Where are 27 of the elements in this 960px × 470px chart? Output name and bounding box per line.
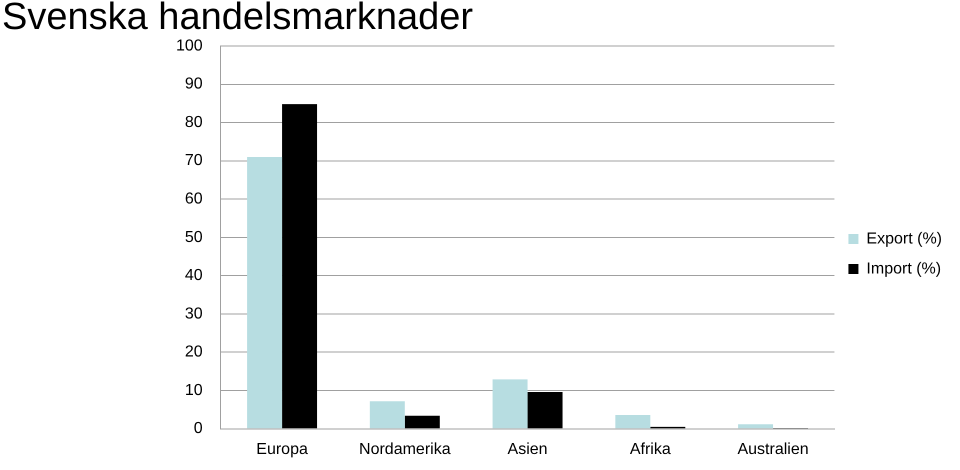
- bar: [492, 379, 528, 428]
- y-tick-label: 80: [184, 114, 203, 131]
- bar: [404, 416, 440, 428]
- bar: [370, 401, 405, 428]
- x-tick-label: Asien: [508, 440, 548, 458]
- y-tick-label: 10: [184, 382, 203, 399]
- bar: [738, 424, 774, 428]
- bar: [282, 104, 318, 428]
- x-tick-label: Australien: [737, 440, 809, 458]
- y-tick-label: 50: [184, 228, 203, 246]
- y-tick-label: 30: [184, 305, 203, 322]
- y-tick-label: 90: [184, 76, 203, 93]
- bar: [528, 392, 563, 428]
- legend-label: Import (%): [866, 260, 942, 278]
- x-tick-label: Nordamerika: [359, 440, 451, 458]
- x-tick-label: Europa: [256, 440, 308, 458]
- y-tick-label: 60: [184, 190, 203, 208]
- y-tick-label: 70: [184, 152, 203, 170]
- y-tick-label: 20: [184, 344, 203, 361]
- bar: [247, 157, 282, 428]
- y-tick-label: 100: [176, 37, 203, 54]
- legend-label: Export (%): [866, 230, 942, 248]
- y-tick-label: 0: [194, 420, 203, 438]
- chart-title: Svenska handelsmarknader: [2, 0, 474, 39]
- x-tick-label: Afrika: [630, 440, 671, 458]
- y-tick-label: 40: [184, 267, 203, 284]
- bar: [615, 415, 650, 428]
